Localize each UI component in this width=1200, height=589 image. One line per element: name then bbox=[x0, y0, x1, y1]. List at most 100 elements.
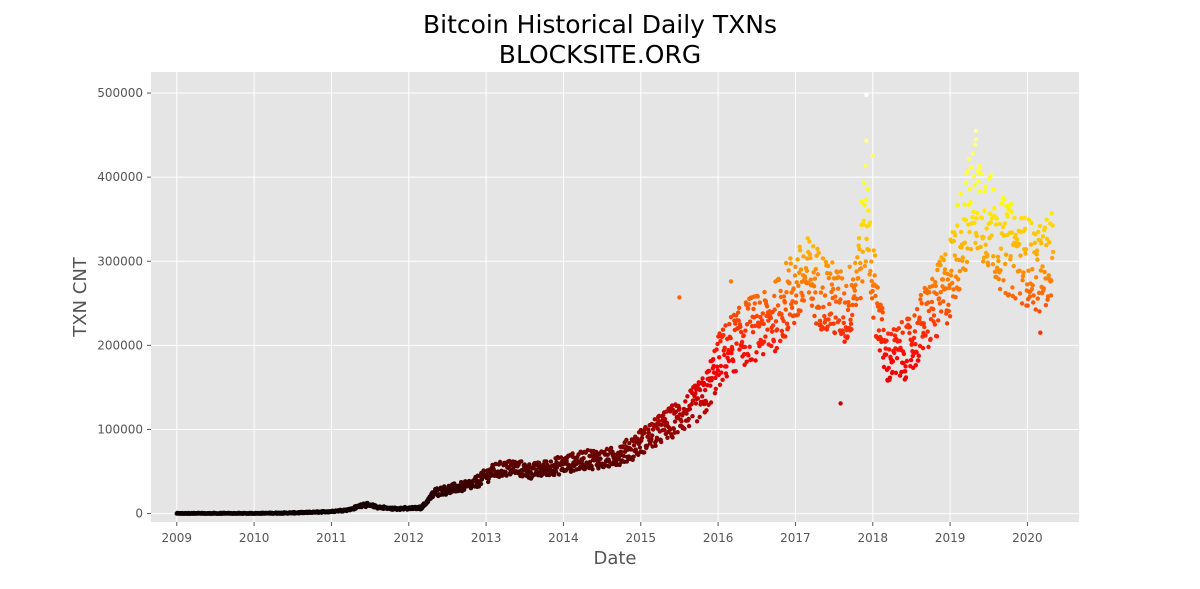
scatter-point bbox=[911, 335, 917, 341]
scatter-point bbox=[825, 324, 830, 329]
scatter-point bbox=[965, 168, 971, 173]
scatter-point bbox=[665, 435, 670, 440]
scatter-point bbox=[1017, 241, 1022, 247]
scatter-point bbox=[793, 300, 799, 305]
scatter-point bbox=[1038, 330, 1043, 335]
scatter-point bbox=[938, 290, 943, 295]
y-tick-label: 500000 bbox=[97, 86, 143, 100]
scatter-point bbox=[832, 330, 838, 336]
scatter-point bbox=[736, 318, 741, 323]
scatter-point bbox=[822, 313, 827, 319]
scatter-point bbox=[1045, 297, 1050, 302]
scatter-point bbox=[986, 176, 992, 181]
scatter-point bbox=[878, 302, 883, 307]
scatter-point bbox=[914, 350, 919, 355]
scatter-point bbox=[912, 329, 918, 334]
scatter-point bbox=[700, 394, 705, 399]
scatter-point bbox=[693, 391, 698, 396]
scatter-point bbox=[788, 261, 793, 266]
scatter-point bbox=[639, 435, 645, 441]
scatter-point bbox=[662, 427, 667, 433]
scatter-point bbox=[897, 373, 903, 378]
scatter-point bbox=[772, 293, 777, 299]
scatter-point bbox=[1033, 275, 1039, 280]
scatter-point bbox=[1009, 209, 1014, 215]
scatter-point bbox=[746, 302, 751, 307]
scatter-point bbox=[806, 290, 812, 295]
scatter-point bbox=[973, 137, 979, 142]
scatter-point bbox=[519, 459, 524, 464]
scatter-point bbox=[743, 328, 748, 333]
scatter-point bbox=[1037, 309, 1042, 314]
scatter-point bbox=[981, 259, 986, 264]
scatter-point bbox=[916, 358, 921, 363]
scatter-point bbox=[1029, 220, 1034, 226]
scatter-point bbox=[941, 299, 946, 304]
scatter-point bbox=[694, 419, 700, 424]
scatter-point bbox=[823, 259, 829, 265]
scatter-point bbox=[803, 275, 808, 280]
scatter-point bbox=[986, 263, 991, 268]
scatter-point bbox=[867, 272, 872, 277]
scatter-point bbox=[923, 333, 928, 338]
scatter-point bbox=[842, 300, 848, 305]
scatter-point bbox=[703, 387, 708, 393]
scatter-point bbox=[796, 283, 801, 288]
scatter-point bbox=[997, 286, 1003, 292]
scatter-point bbox=[1026, 268, 1031, 273]
scatter-point bbox=[872, 253, 878, 258]
scatter-point bbox=[971, 174, 976, 179]
scatter-point bbox=[881, 327, 886, 333]
scatter-point bbox=[718, 363, 724, 369]
y-tick-label: 100000 bbox=[97, 422, 143, 436]
scatter-point bbox=[708, 383, 713, 388]
scatter-point bbox=[850, 312, 855, 318]
scatter-point bbox=[883, 346, 888, 351]
scatter-point bbox=[754, 350, 759, 355]
scatter-point bbox=[815, 246, 820, 252]
scatter-point bbox=[953, 233, 958, 238]
scatter-point bbox=[664, 420, 670, 426]
scatter-point bbox=[683, 399, 688, 404]
scatter-point bbox=[795, 312, 801, 317]
scatter-point bbox=[611, 451, 616, 457]
scatter-point bbox=[662, 416, 668, 422]
scatter-point bbox=[672, 419, 678, 424]
scatter-point bbox=[892, 350, 897, 355]
scatter-point bbox=[956, 257, 962, 263]
scatter-point bbox=[990, 262, 996, 267]
scatter-point bbox=[937, 301, 943, 306]
scatter-point bbox=[967, 156, 972, 162]
scatter-point bbox=[918, 292, 924, 298]
scatter-point bbox=[922, 324, 927, 330]
scatter-point bbox=[521, 472, 526, 478]
y-axis-label: TXN CNT bbox=[70, 256, 91, 338]
scatter-point bbox=[925, 300, 931, 305]
scatter-point bbox=[1035, 257, 1040, 262]
scatter-points bbox=[174, 92, 1056, 516]
scatter-point bbox=[1030, 283, 1035, 288]
x-tick-label: 2010 bbox=[239, 531, 270, 545]
scatter-point bbox=[792, 320, 797, 326]
scatter-point bbox=[1031, 293, 1036, 298]
scatter-point bbox=[704, 408, 709, 413]
scatter-point bbox=[942, 267, 948, 272]
scatter-point bbox=[728, 335, 733, 341]
scatter-point bbox=[713, 375, 718, 381]
x-tick-label: 2011 bbox=[316, 531, 347, 545]
scatter-point bbox=[813, 266, 818, 272]
scatter-point bbox=[934, 291, 939, 297]
scatter-point bbox=[749, 357, 754, 362]
scatter-point bbox=[675, 430, 680, 435]
scatter-point bbox=[912, 313, 917, 318]
scatter-point bbox=[659, 422, 664, 427]
scatter-point bbox=[628, 447, 634, 452]
scatter-point bbox=[1002, 221, 1007, 226]
scatter-point bbox=[989, 233, 994, 238]
scatter-point bbox=[742, 362, 747, 367]
scatter-point bbox=[797, 248, 803, 253]
scatter-point bbox=[738, 324, 743, 329]
scatter-point bbox=[948, 273, 954, 278]
scatter-point bbox=[715, 368, 721, 373]
scatter-point bbox=[831, 286, 836, 292]
